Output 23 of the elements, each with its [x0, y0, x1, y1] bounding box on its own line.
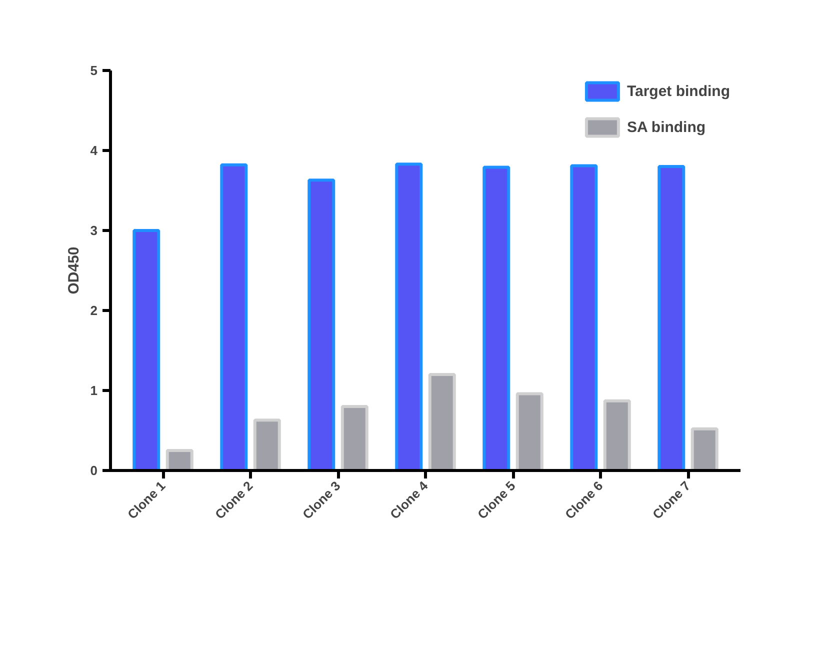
y-tick-label: 3: [90, 223, 98, 238]
bar: [482, 166, 510, 470]
bar: [516, 392, 544, 470]
bar: [340, 405, 368, 470]
y-tick-label: 2: [90, 303, 98, 318]
bar: [658, 165, 686, 470]
y-tick-label: 1: [90, 383, 98, 398]
bar: [428, 373, 456, 470]
bar: [570, 164, 598, 470]
bar: [220, 163, 248, 470]
bar: [603, 399, 631, 470]
legend-label: SA binding: [626, 118, 706, 136]
bar: [253, 418, 281, 470]
bar: [166, 449, 194, 470]
bar: [395, 162, 423, 470]
bar: [132, 229, 160, 470]
y-axis-title: OD450: [65, 246, 82, 294]
bar: [308, 178, 336, 470]
y-tick-label: 0: [90, 463, 98, 478]
legend-label: Target binding: [626, 82, 730, 100]
bar: [690, 427, 718, 470]
y-tick-label: 4: [90, 143, 98, 158]
y-tick-label: 5: [90, 63, 98, 78]
